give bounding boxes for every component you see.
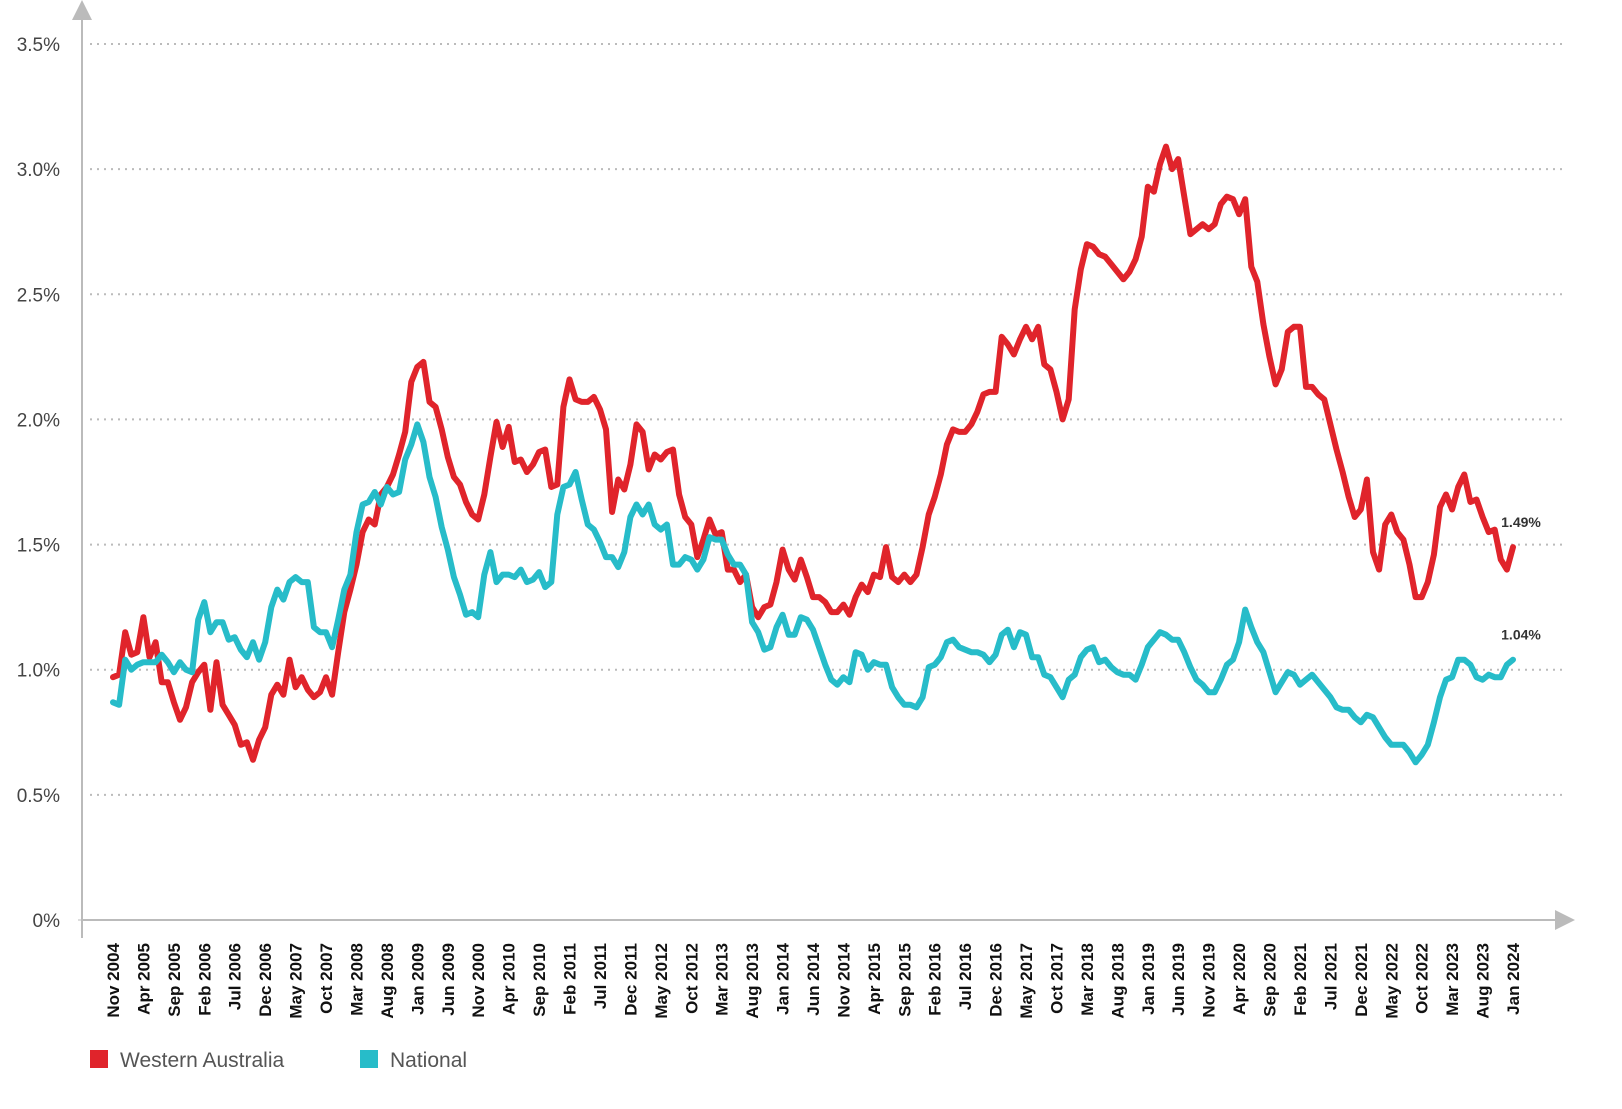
value-label: 1.04% [1501, 627, 1541, 643]
x-tick-label: Jun 2009 [439, 943, 458, 1016]
x-tick-label: Oct 2017 [1047, 943, 1066, 1014]
x-tick-label: Sep 2020 [1261, 943, 1280, 1017]
x-tick-label: Jul 2016 [956, 943, 975, 1010]
x-tick-label: May 2007 [287, 943, 306, 1019]
x-tick-label: Apr 2010 [500, 943, 519, 1015]
y-tick-label: 1.0% [17, 661, 60, 682]
value-label: 1.49% [1501, 514, 1541, 530]
x-tick-label: Oct 2007 [317, 943, 336, 1014]
x-tick-label: Jan 2014 [774, 942, 793, 1014]
x-tick-label: Nov 2004 [104, 942, 123, 1017]
legend-swatch [360, 1050, 378, 1068]
x-tick-label: Jan 2009 [408, 943, 427, 1015]
x-tick-label: Aug 2013 [743, 943, 762, 1019]
x-tick-label: Feb 2016 [926, 943, 945, 1016]
series-line [110, 421, 1516, 766]
x-tick-label: Sep 2005 [165, 943, 184, 1017]
x-tick-label: Apr 2020 [1230, 943, 1249, 1015]
y-tick-label: 0% [33, 911, 61, 932]
x-tick-label: Jul 2006 [226, 943, 245, 1010]
x-tick-label: Dec 2011 [621, 943, 640, 1016]
x-tick-label: Nov 2000 [469, 943, 488, 1018]
x-tick-label: Aug 2008 [378, 943, 397, 1019]
x-tick-label: May 2012 [652, 943, 671, 1019]
x-tick-label: Dec 2016 [987, 943, 1006, 1017]
x-tick-label: Mar 2023 [1443, 943, 1462, 1016]
x-tick-label: Mar 2013 [713, 943, 732, 1016]
x-tick-label: Jul 2011 [591, 943, 610, 1009]
x-tick-label: Oct 2012 [682, 943, 701, 1014]
y-tick-label: 3.5% [17, 35, 60, 56]
series-line [110, 143, 1516, 763]
x-tick-label: May 2022 [1382, 943, 1401, 1019]
y-tick-label: 1.5% [17, 536, 60, 557]
x-tick-label: May 2017 [1017, 943, 1036, 1019]
x-tick-label: Jan 2024 [1504, 942, 1523, 1014]
x-tick-label: Apr 2005 [134, 943, 153, 1015]
x-tick-label: Apr 2015 [865, 943, 884, 1015]
x-tick-label: Jun 2019 [1169, 943, 1188, 1016]
legend-label: National [390, 1049, 467, 1072]
x-tick-label: Feb 2006 [195, 943, 214, 1016]
x-tick-label: Jun 2014 [804, 942, 823, 1015]
x-tick-label: Sep 2010 [530, 943, 549, 1017]
x-tick-label: Nov 2019 [1200, 943, 1219, 1018]
x-tick-label: Mar 2018 [1078, 943, 1097, 1016]
legend-swatch [90, 1050, 108, 1068]
x-tick-label: Mar 2008 [347, 943, 366, 1016]
x-tick-label: Feb 2011 [561, 943, 580, 1015]
x-tick-label: Feb 2021 [1291, 943, 1310, 1016]
y-tick-label: 0.5% [17, 786, 60, 807]
legend-label: Western Australia [120, 1049, 285, 1072]
x-tick-label: Jul 2021 [1321, 943, 1340, 1010]
x-tick-label: Nov 2014 [834, 942, 853, 1017]
x-tick-label: Aug 2023 [1474, 943, 1493, 1019]
x-tick-label: Aug 2018 [1108, 943, 1127, 1019]
x-tick-label: Jan 2019 [1139, 943, 1158, 1015]
y-tick-label: 2.0% [17, 410, 60, 431]
x-tick-label: Oct 2022 [1413, 943, 1432, 1014]
y-tick-label: 2.5% [17, 285, 60, 306]
x-tick-label: Dec 2021 [1352, 943, 1371, 1017]
y-tick-label: 3.0% [17, 160, 60, 181]
x-tick-label: Dec 2006 [256, 943, 275, 1017]
x-tick-label: Sep 2015 [895, 943, 914, 1017]
